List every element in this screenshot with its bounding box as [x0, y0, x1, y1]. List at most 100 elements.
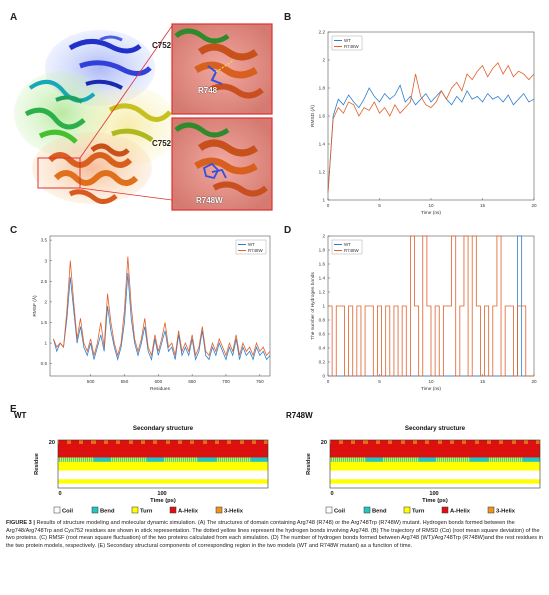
- structure-speckle: [391, 457, 393, 462]
- structure-speckle: [401, 457, 403, 462]
- structure-speckle: [105, 440, 106, 444]
- structure-speckle: [123, 457, 125, 462]
- x-tick-label: 0: [330, 491, 333, 497]
- structure-speckle: [497, 457, 499, 462]
- structure-speckle: [519, 457, 521, 462]
- structure-speckle: [341, 440, 342, 444]
- structure-speckle: [363, 440, 364, 444]
- structure-speckle: [360, 457, 362, 462]
- legend-label: R748W: [344, 248, 359, 253]
- y-tick-label: 3.5: [41, 238, 48, 243]
- structure-speckle: [413, 440, 414, 444]
- legend-label: WT: [248, 242, 255, 247]
- structure-speckle: [131, 457, 133, 462]
- legend-label: WT: [344, 242, 351, 247]
- structure-speckle: [415, 440, 416, 444]
- structure-speckle: [129, 457, 131, 462]
- structure-speckle: [367, 440, 368, 444]
- structure-speckle: [451, 440, 452, 444]
- structure-speckle: [416, 440, 417, 444]
- y-tick-label: 1.8: [319, 248, 326, 253]
- y-tick-label: 1.2: [319, 170, 326, 175]
- legend-swatch: [363, 506, 371, 514]
- structure-speckle: [500, 440, 501, 444]
- structure-speckle: [338, 457, 340, 462]
- structure-speckle: [366, 440, 367, 444]
- structure-speckle: [452, 457, 454, 462]
- structure-row: [330, 453, 540, 458]
- structure-speckle: [428, 440, 429, 444]
- structure-row: [58, 457, 268, 463]
- structure-speckle: [229, 440, 230, 444]
- structure-speckle: [464, 457, 466, 462]
- panel-label-d: D: [284, 225, 292, 236]
- structure-speckle: [356, 457, 358, 462]
- x-axis-label: Residues: [150, 386, 171, 392]
- x-tick-label: 100: [429, 491, 438, 497]
- series-line: [52, 273, 271, 362]
- structure-speckle: [125, 457, 127, 462]
- y-tick-label: 2: [322, 234, 325, 239]
- structure-speckle: [487, 440, 488, 444]
- structure-speckle: [489, 440, 490, 444]
- structure-speckle: [404, 440, 405, 444]
- y-tick-label: 1.6: [319, 262, 326, 267]
- y-tick-label: 1.6: [319, 114, 326, 119]
- structure-speckle: [179, 440, 180, 444]
- structure-speckle: [388, 440, 389, 444]
- structure-speckle: [513, 440, 514, 444]
- label-r748w: R748W: [196, 196, 223, 205]
- series-line: [327, 62, 535, 194]
- structure-speckle: [409, 457, 411, 462]
- structure-speckle: [446, 457, 448, 462]
- structure-speckle: [490, 440, 491, 444]
- structure-speckle: [495, 457, 497, 462]
- structure-speckle: [330, 440, 331, 444]
- structure-speckle: [133, 457, 135, 462]
- structure-speckle: [475, 440, 476, 444]
- y-tick-label: 0: [322, 374, 325, 379]
- y-tick-label: 1.4: [319, 276, 326, 281]
- structure-speckle: [456, 457, 458, 462]
- structure-speckle: [243, 457, 245, 462]
- structure-speckle: [74, 457, 76, 462]
- structure-speckle: [156, 440, 157, 444]
- structure-speckle: [383, 457, 385, 462]
- label-c752-bottom: C752: [152, 139, 172, 148]
- y-tick-label: 3: [44, 258, 47, 263]
- rmsf-chart: 500 550 600 650 700 750 0.5 1 1.5 2 2.5 3 3.5 Residue…: [31, 235, 271, 392]
- legend-label: Turn: [412, 508, 425, 514]
- legend-label: A-Helix: [450, 508, 471, 514]
- structure-row: [58, 466, 268, 471]
- structure-speckle: [509, 457, 511, 462]
- structure-speckle: [90, 457, 92, 462]
- structure-row: [58, 440, 268, 445]
- structure-speckle: [91, 440, 92, 444]
- inset-wt: [171, 23, 273, 115]
- structure-speckle: [167, 440, 168, 444]
- x-tick-label: 500: [87, 379, 95, 384]
- legend-swatch: [131, 506, 139, 514]
- structure-speckle: [180, 440, 181, 444]
- structure-speckle: [143, 440, 144, 444]
- structure-speckle: [221, 457, 223, 462]
- protein-structure-illustration: [14, 23, 273, 211]
- structure-speckle: [515, 440, 516, 444]
- structure-speckle: [438, 457, 440, 462]
- legend-label: Bend: [372, 508, 387, 514]
- y-tick-label: 2.5: [41, 279, 48, 284]
- structure-speckle: [265, 440, 266, 444]
- structure-speckle: [66, 457, 68, 462]
- x-tick-label: 20: [531, 203, 537, 208]
- structure-speckle: [70, 440, 71, 444]
- structure-speckle: [116, 440, 117, 444]
- structure-speckle: [477, 440, 478, 444]
- structure-speckle: [186, 457, 188, 462]
- x-axis-label: Time (ns): [421, 386, 441, 392]
- structure-speckle: [342, 457, 344, 462]
- structure-speckle: [425, 440, 426, 444]
- structure-speckle: [86, 457, 88, 462]
- structure-speckle: [92, 457, 94, 462]
- structure-speckle: [442, 457, 444, 462]
- structure-speckle: [352, 457, 354, 462]
